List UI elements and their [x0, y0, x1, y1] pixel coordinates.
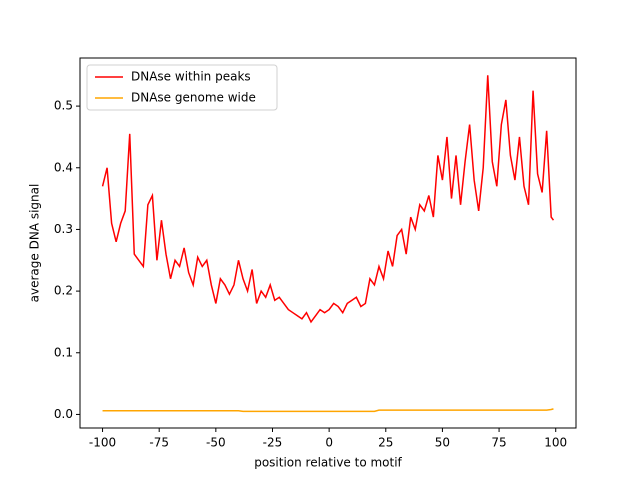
y-tick-label: 0.2 [54, 284, 73, 298]
data-line [101, 75, 555, 324]
x-tick-label: -100 [89, 436, 116, 450]
y-axis-label: average DNA signal [28, 184, 42, 303]
x-tick-label: 25 [378, 436, 393, 450]
legend-label: DNAse genome wide [131, 91, 256, 105]
x-tick-label: 0 [325, 436, 333, 450]
x-tick-label: 50 [435, 436, 450, 450]
x-tick-label: -75 [149, 436, 169, 450]
y-tick-label: 0.3 [54, 222, 73, 236]
y-tick-label: 0.0 [54, 407, 73, 421]
plot-frame [79, 57, 577, 429]
x-tick-label: 100 [544, 436, 567, 450]
y-tick-label: 0.5 [54, 99, 73, 113]
y-tick-label: 0.4 [54, 160, 73, 174]
x-tick-label: -50 [206, 436, 226, 450]
x-tick-label: 75 [491, 436, 506, 450]
x-axis-label: position relative to motif [254, 456, 402, 470]
data-line [102, 408, 554, 413]
legend-label: DNAse within peaks [131, 70, 251, 84]
y-tick-label: 0.1 [54, 345, 73, 359]
legend-box [86, 64, 278, 111]
x-tick-label: -25 [263, 436, 283, 450]
